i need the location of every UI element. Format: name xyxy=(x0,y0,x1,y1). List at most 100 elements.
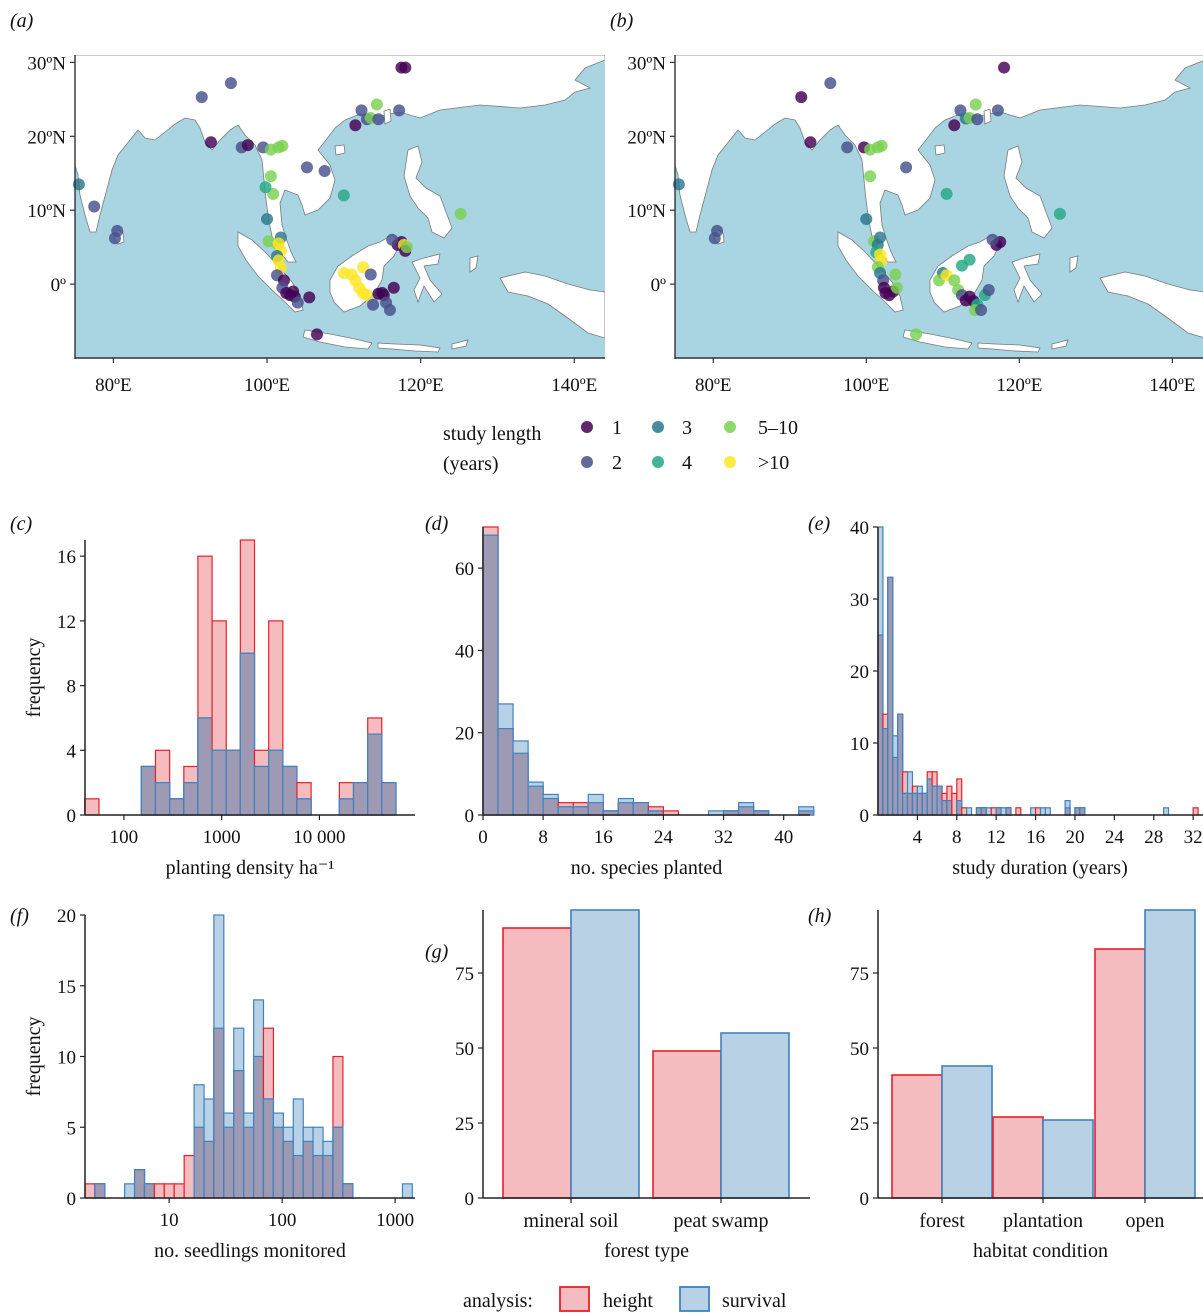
panel-g-bar-survival xyxy=(570,909,640,1199)
legend-swatch-1 xyxy=(581,421,593,433)
map-point-len-5-10 xyxy=(910,328,923,341)
panel-f-bar-height xyxy=(163,1183,175,1199)
map-point-len-1 xyxy=(387,281,400,294)
map-point-len-5-10 xyxy=(948,274,961,287)
panel-f-bar-overlap xyxy=(223,1126,235,1199)
panel-g-forest-type: mineral soil peat swamp 0 25 50 75 forest type xyxy=(455,909,810,1262)
panel-e-bar-overlap xyxy=(956,799,963,816)
panel-d-bar-overlap xyxy=(632,802,649,816)
panel-e-study-duration: 0 10 20 30 40 4 8 12 16 20 24 28 32 study duration (y… xyxy=(850,518,1203,879)
map-point-len-3 xyxy=(860,213,873,226)
panel-h-x-axis-label: habitat condition xyxy=(973,1240,1108,1262)
map-b-x-tick-label: 100ºE xyxy=(843,375,889,396)
map-point-len-2 xyxy=(367,298,380,311)
map-a-x-tick-label: 100ºE xyxy=(244,375,290,396)
map-point-len-2 xyxy=(318,165,331,178)
panel-c-bar-overlap xyxy=(140,765,157,816)
map-point-len-2 xyxy=(708,232,721,245)
map-point-len-5-10 xyxy=(864,170,877,183)
panel-label-e: (e) xyxy=(808,513,831,535)
map-point-len-3 xyxy=(672,178,685,191)
panel-c-bar-overlap xyxy=(183,782,199,816)
taiwan-b xyxy=(983,108,992,125)
timor-b xyxy=(1051,339,1069,350)
map-point-len-1 xyxy=(204,136,217,149)
map-a-land xyxy=(75,55,605,353)
panel-f-seedlings-monitored: 0 5 10 15 20 10 100 1000 no. seedlings monitored… xyxy=(23,906,415,1262)
legend-label-2: 2 xyxy=(612,452,622,474)
panel-e-bar-survival xyxy=(1039,807,1047,816)
legend-title-line2: (years) xyxy=(443,453,499,475)
panel-e-bar-overlap xyxy=(936,785,943,816)
hainan xyxy=(334,144,346,156)
panel-f-bar-overlap xyxy=(193,1126,205,1199)
panel-f-bar-overlap xyxy=(233,1070,245,1199)
panel-e-bar-overlap xyxy=(980,807,987,816)
panel-f-bar-overlap xyxy=(213,1027,225,1199)
panel-d-bar-overlap xyxy=(482,534,499,816)
panel-h-category-label: plantation xyxy=(1003,1210,1083,1232)
map-point-len-1 xyxy=(287,285,300,298)
map-point-len-1 xyxy=(303,291,316,304)
panel-d-bar-overlap xyxy=(497,727,514,816)
panel-f-bar-height xyxy=(153,1183,165,1199)
panel-e-x-tick-label: 20 xyxy=(1065,827,1084,848)
survival-swatch xyxy=(679,1286,710,1312)
map-point-len-4 xyxy=(940,187,953,200)
height-legend-label: height xyxy=(603,1290,653,1312)
panel-g-category-label: peat swamp xyxy=(674,1210,769,1232)
map-point-len-1 xyxy=(310,328,323,341)
map-b-y-tick-label: 0º xyxy=(651,275,667,296)
legend-label-3: 3 xyxy=(682,417,692,439)
panel-e-bar-height xyxy=(951,792,958,816)
panel-e-x-tick-label: 4 xyxy=(913,827,923,848)
map-b-y-tick-label: 10ºN xyxy=(627,201,666,222)
panel-c-bar-overlap xyxy=(367,733,383,816)
panel-d-bar-overlap xyxy=(587,802,604,816)
panel-e-x-tick-label: 24 xyxy=(1105,827,1125,848)
panel-e-bar-survival xyxy=(1163,807,1170,816)
map-point-len-2 xyxy=(386,233,399,246)
panel-e-bar-overlap xyxy=(941,799,948,816)
map-point-len-1 xyxy=(241,139,254,152)
panel-d-bar-overlap xyxy=(512,752,529,816)
panel-label-f: (f) xyxy=(10,905,29,927)
map-point-len-2 xyxy=(393,104,406,117)
panel-e-bar-overlap xyxy=(897,713,904,816)
map-a-y-tick-label: 10ºN xyxy=(27,201,66,222)
panel-h-bar-survival xyxy=(1144,909,1196,1199)
philippines-b xyxy=(1003,145,1053,239)
panel-d-species-planted: 0 20 40 60 0 8 16 24 32 40 no. species planted xyxy=(455,526,815,879)
panel-d-bar-overlap xyxy=(572,806,589,816)
panel-c-bar-overlap xyxy=(239,652,256,816)
map-point-len-2 xyxy=(108,232,121,245)
panel-label-d: (d) xyxy=(425,513,449,535)
panel-f-y-axis-label: frequency xyxy=(23,1017,45,1097)
panel-d-x-tick-label: 0 xyxy=(478,827,488,848)
analysis-legend: analysis: height survival xyxy=(463,1286,787,1312)
panel-c-y-tick-label: 8 xyxy=(67,677,77,698)
map-a-y-tick-label: 0º xyxy=(51,275,67,296)
panel-f-bar-height xyxy=(183,1154,195,1199)
map-b-y-tick-label: 30ºN xyxy=(627,53,666,74)
panel-e-bar-height xyxy=(1192,807,1199,816)
panel-g-y-tick-label: 50 xyxy=(455,1039,474,1060)
panel-d-bar-overlap xyxy=(557,806,574,816)
panel-e-bar-overlap xyxy=(975,807,983,816)
panel-d-y-tick-label: 40 xyxy=(455,641,474,662)
panel-e-bar-overlap xyxy=(1005,807,1012,816)
panel-g-bar-height xyxy=(652,1050,722,1199)
panel-e-x-tick-label: 28 xyxy=(1144,827,1163,848)
timor xyxy=(451,339,469,350)
panel-f-bar-overlap xyxy=(312,1154,324,1199)
panel-c-x-tick-label: 1000 xyxy=(203,827,241,848)
panel-c-y-tick-label: 16 xyxy=(57,547,76,568)
panel-d-bar-overlap xyxy=(737,806,755,816)
panel-e-bar-overlap xyxy=(911,792,918,816)
map-point-len-2 xyxy=(900,161,913,174)
panel-e-x-tick-label: 8 xyxy=(952,827,962,848)
map-point-len-1 xyxy=(998,61,1011,74)
panel-e-bar-overlap xyxy=(902,792,909,816)
lesser-sunda-b xyxy=(977,342,1041,353)
panel-g-x-axis-label: forest type xyxy=(604,1240,689,1262)
